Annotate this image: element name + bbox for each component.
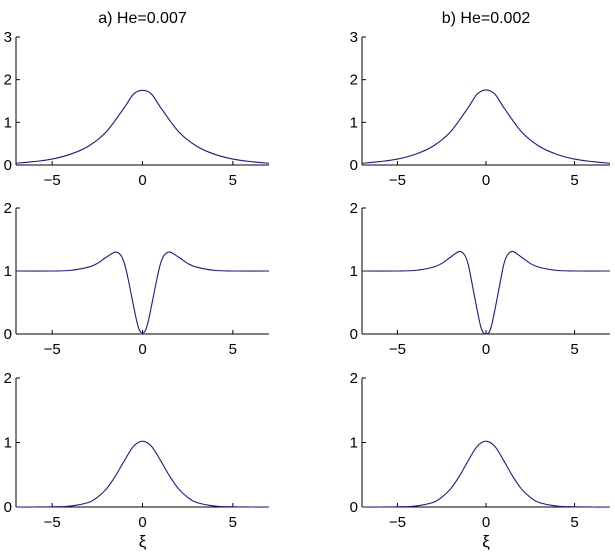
x-axis-label: ξ (482, 532, 490, 551)
x-tick-label: −5 (44, 172, 61, 189)
panel-2: 0 1 2 3 −5 0 5 b) He=0.002 (350, 10, 611, 189)
series-line (361, 89, 611, 164)
x-tick-label: 0 (138, 514, 146, 531)
x-tick-label: −5 (389, 341, 406, 358)
y-tick-label: 1 (350, 435, 358, 452)
x-tick-label: −5 (44, 514, 61, 531)
series-line (15, 251, 270, 334)
x-tick-label: 5 (570, 341, 578, 358)
x-tick-label: −5 (44, 341, 61, 358)
x-tick-label: 0 (482, 172, 490, 189)
y-tick-label: 0 (350, 499, 358, 516)
series-line (15, 440, 270, 508)
y-tick-label: 1 (4, 263, 12, 280)
y-tick-label: 2 (350, 200, 358, 217)
x-tick-label: 0 (138, 341, 146, 358)
y-tick-label: 1 (350, 114, 358, 131)
panel-title: a) He=0.007 (98, 10, 187, 27)
series-line (15, 89, 270, 164)
y-tick-label: 2 (350, 72, 358, 89)
y-tick-label: 0 (4, 326, 12, 343)
panel-1: 0 1 2 3 −5 0 5 a) He=0.007 (4, 10, 270, 189)
y-tick-label: 3 (4, 29, 12, 46)
panel-title: b) He=0.002 (442, 10, 531, 27)
y-tick-label: 0 (4, 157, 12, 174)
x-tick-label: 5 (570, 172, 578, 189)
y-tick-label: 1 (4, 435, 12, 452)
x-tick-label: −5 (389, 514, 406, 531)
y-tick-label: 2 (4, 370, 12, 387)
y-tick-label: 1 (4, 114, 12, 131)
panel-4: 0 1 2 −5 0 5 (350, 200, 611, 358)
y-tick-label: 2 (4, 200, 12, 217)
y-tick-label: 3 (350, 29, 358, 46)
panel-3: 0 1 2 −5 0 5 (4, 200, 270, 358)
panel-6: 0 1 2 −5 0 5 ξ (350, 370, 611, 551)
x-tick-label: 5 (229, 341, 237, 358)
x-tick-label: −5 (389, 172, 406, 189)
x-tick-label: 0 (482, 514, 490, 531)
y-tick-label: 1 (350, 263, 358, 280)
x-tick-label: 0 (482, 341, 490, 358)
series-line (361, 250, 611, 335)
y-tick-label: 0 (350, 157, 358, 174)
y-tick-label: 2 (350, 370, 358, 387)
x-tick-label: 5 (229, 172, 237, 189)
x-tick-label: 5 (570, 514, 578, 531)
y-tick-label: 0 (350, 326, 358, 343)
y-tick-label: 0 (4, 499, 12, 516)
x-axis-label: ξ (139, 532, 147, 551)
x-tick-label: 0 (138, 172, 146, 189)
x-tick-label: 5 (229, 514, 237, 531)
y-tick-label: 2 (4, 72, 12, 89)
panel-5: 0 1 2 −5 0 5 ξ (4, 370, 270, 551)
series-line (361, 440, 611, 508)
